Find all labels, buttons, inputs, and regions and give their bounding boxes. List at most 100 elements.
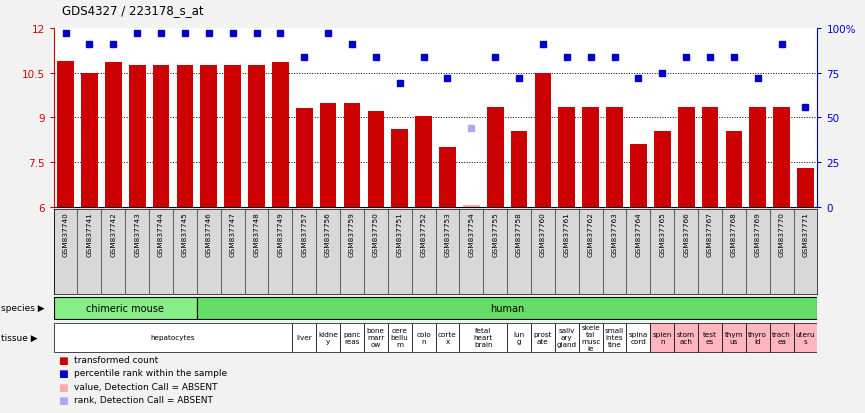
Bar — [726, 131, 742, 207]
Bar — [702, 108, 718, 207]
Text: species ▶: species ▶ — [1, 304, 44, 313]
Bar — [674, 323, 698, 352]
Text: stom
ach: stom ach — [677, 331, 695, 344]
Text: uteru
s: uteru s — [796, 331, 816, 344]
Text: ■: ■ — [58, 395, 67, 405]
Text: GSM837762: GSM837762 — [587, 212, 593, 257]
Text: chimeric mouse: chimeric mouse — [86, 303, 164, 313]
Text: corte
x: corte x — [438, 331, 457, 344]
Text: GSM837758: GSM837758 — [516, 212, 522, 257]
Bar — [510, 131, 528, 207]
Text: GSM837748: GSM837748 — [253, 212, 260, 257]
Bar — [54, 323, 292, 352]
Text: panc
reas: panc reas — [343, 331, 361, 344]
Bar — [793, 323, 817, 352]
Text: ■: ■ — [58, 368, 67, 378]
Text: GSM837764: GSM837764 — [636, 212, 642, 256]
Text: test
es: test es — [703, 331, 717, 344]
Text: trach
ea: trach ea — [772, 331, 791, 344]
Text: ■: ■ — [58, 382, 67, 392]
Text: spina
cord: spina cord — [629, 331, 648, 344]
Bar — [105, 63, 122, 207]
Text: GSM837757: GSM837757 — [301, 212, 307, 257]
Bar — [415, 116, 432, 207]
Text: human: human — [490, 303, 524, 313]
Bar — [129, 66, 145, 207]
Text: ■: ■ — [58, 355, 67, 365]
Text: skele
tal
musc
le: skele tal musc le — [581, 324, 600, 351]
Bar — [57, 62, 74, 207]
Text: GSM837754: GSM837754 — [468, 212, 474, 256]
Bar — [343, 103, 361, 207]
Text: cere
bellu
m: cere bellu m — [391, 328, 408, 348]
Text: GSM837750: GSM837750 — [373, 212, 379, 257]
Text: GSM837766: GSM837766 — [683, 212, 689, 256]
Bar — [559, 108, 575, 207]
Bar — [459, 323, 507, 352]
Bar — [368, 112, 384, 207]
Text: percentile rank within the sample: percentile rank within the sample — [74, 368, 227, 377]
Bar — [746, 323, 770, 352]
Text: GSM837747: GSM837747 — [229, 212, 235, 257]
Text: transformed count: transformed count — [74, 355, 157, 364]
Bar — [81, 74, 98, 207]
Bar — [340, 323, 364, 352]
Bar — [722, 323, 746, 352]
Text: lun
g: lun g — [514, 331, 525, 344]
Bar — [201, 66, 217, 207]
Text: GSM837761: GSM837761 — [564, 212, 570, 257]
Bar — [176, 66, 193, 207]
Text: thym
us: thym us — [725, 331, 743, 344]
Bar — [626, 323, 650, 352]
Text: rank, Detection Call = ABSENT: rank, Detection Call = ABSENT — [74, 395, 213, 404]
Text: prost
ate: prost ate — [534, 331, 552, 344]
Text: GSM837742: GSM837742 — [111, 212, 116, 257]
Text: GDS4327 / 223178_s_at: GDS4327 / 223178_s_at — [62, 4, 204, 17]
Text: GSM837755: GSM837755 — [492, 212, 498, 256]
Bar — [487, 108, 503, 207]
Bar — [654, 131, 670, 207]
Text: hepatocytes: hepatocytes — [151, 335, 195, 341]
Text: GSM837753: GSM837753 — [445, 212, 451, 256]
Text: GSM837763: GSM837763 — [612, 212, 618, 256]
Bar — [224, 66, 241, 207]
Bar — [320, 103, 336, 207]
Text: fetal
heart
brain: fetal heart brain — [474, 328, 493, 348]
Text: GSM837746: GSM837746 — [206, 212, 212, 256]
Bar — [650, 323, 674, 352]
Text: value, Detection Call = ABSENT: value, Detection Call = ABSENT — [74, 382, 217, 391]
Bar — [436, 323, 459, 352]
Bar — [630, 145, 647, 207]
Text: GSM837771: GSM837771 — [803, 212, 809, 257]
Text: GSM837740: GSM837740 — [62, 212, 68, 257]
Bar — [439, 148, 456, 207]
Text: GSM837745: GSM837745 — [182, 212, 188, 256]
Bar — [317, 323, 340, 352]
Text: GSM837751: GSM837751 — [397, 212, 403, 257]
Text: colo
n: colo n — [416, 331, 431, 344]
Text: GSM837744: GSM837744 — [158, 212, 164, 256]
Text: GSM837768: GSM837768 — [731, 212, 737, 257]
Bar — [197, 297, 817, 319]
Text: GSM837765: GSM837765 — [659, 212, 665, 256]
Bar — [773, 108, 790, 207]
Bar — [292, 323, 317, 352]
Bar — [272, 63, 289, 207]
Text: GSM837767: GSM837767 — [707, 212, 713, 257]
Text: GSM837769: GSM837769 — [755, 212, 760, 257]
Text: splen
n: splen n — [652, 331, 672, 344]
Text: thyro
id: thyro id — [748, 331, 767, 344]
Bar — [54, 297, 197, 319]
Bar — [364, 323, 388, 352]
Bar — [698, 323, 722, 352]
Bar — [749, 108, 766, 207]
Bar — [798, 169, 814, 207]
Bar — [603, 323, 626, 352]
Text: GSM837770: GSM837770 — [778, 212, 785, 257]
Bar — [535, 74, 551, 207]
Bar — [554, 323, 579, 352]
Text: GSM837760: GSM837760 — [540, 212, 546, 257]
Text: bone
marr
ow: bone marr ow — [367, 328, 385, 348]
Bar — [412, 323, 435, 352]
Bar — [388, 323, 412, 352]
